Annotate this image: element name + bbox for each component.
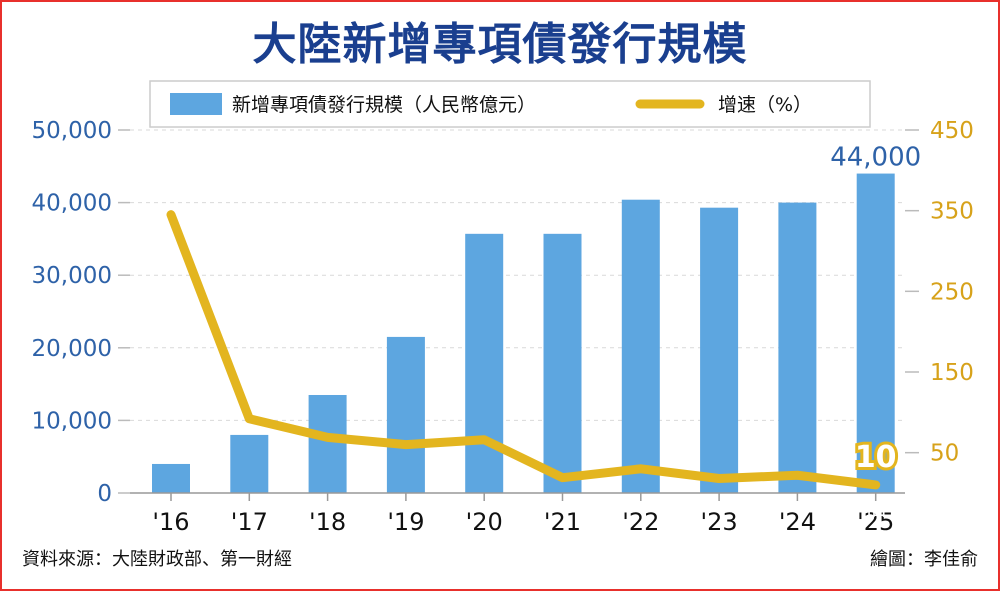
x-tick-label: '24: [779, 508, 816, 536]
bar: [230, 434, 269, 493]
legend: 新增專項債發行規模（人民幣億元） 增速（%）: [149, 80, 871, 128]
legend-bar-swatch: [170, 93, 222, 115]
left-tick-label: 0: [97, 481, 112, 507]
x-tick-label: '22: [622, 508, 659, 536]
bar-value-label: 44,000: [830, 143, 921, 173]
line-value-label: 10: [855, 440, 897, 475]
left-tick-label: 30,000: [32, 263, 112, 289]
x-tick-label: '16: [152, 508, 189, 536]
bar: [621, 199, 660, 494]
right-tick-label: 350: [930, 199, 974, 225]
legend-bar-label: 新增專項債發行規模（人民幣億元）: [232, 94, 536, 116]
bar-series: [152, 173, 895, 494]
bar: [856, 173, 895, 493]
bar: [778, 202, 817, 493]
right-tick-label: 250: [930, 279, 974, 305]
legend-line-label: 增速（%）: [718, 94, 812, 116]
bar: [152, 463, 190, 493]
estimate-label: 估: [865, 496, 887, 521]
line-series: [166, 210, 881, 490]
right-tick-label: 450: [930, 118, 974, 144]
bar: [543, 233, 582, 493]
left-tick-label: 10,000: [32, 408, 112, 434]
x-tick-label: '19: [387, 508, 424, 536]
left-tick-label: 40,000: [32, 191, 112, 217]
annotations: 44,000 10 估: [830, 143, 921, 521]
source-note: 資料來源：大陸財政部、第一財經: [22, 549, 292, 570]
x-tick-label: '20: [466, 508, 503, 536]
bar: [700, 207, 739, 493]
right-tick-label: 50: [930, 441, 959, 467]
left-tick-label: 50,000: [32, 118, 112, 144]
left-tick-label: 20,000: [32, 336, 112, 362]
x-tick-label: '21: [544, 508, 581, 536]
legend-box: [149, 80, 871, 128]
bar: [308, 394, 347, 493]
right-tick-label: 150: [930, 360, 974, 386]
bar: [465, 233, 504, 493]
x-tick-label: '25: [857, 508, 894, 536]
x-tick-label: '18: [309, 508, 346, 536]
axes: 0 10,000 20,000 30,000 40,000 50,000 50 150 250 3…: [32, 118, 974, 536]
credit-note: 繪圖：李佳俞: [870, 549, 978, 570]
chart-title: 大陸新增專項債發行規模: [252, 19, 748, 70]
growth-line: [166, 210, 881, 490]
bar: [386, 336, 425, 493]
x-tick-label: '17: [231, 508, 268, 536]
x-tick-label: '23: [701, 508, 738, 536]
